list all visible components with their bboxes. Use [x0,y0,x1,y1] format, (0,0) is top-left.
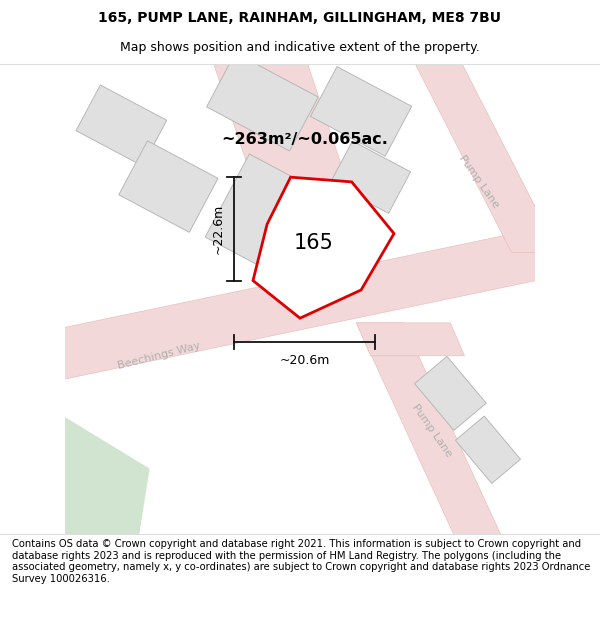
Polygon shape [119,141,218,232]
Polygon shape [356,323,464,356]
Polygon shape [41,224,559,384]
Polygon shape [206,41,347,182]
Text: Pump Lane: Pump Lane [457,154,500,210]
Text: Map shows position and indicative extent of the property.: Map shows position and indicative extent… [120,41,480,54]
Polygon shape [403,41,559,253]
Text: Pump Lane: Pump Lane [410,402,454,459]
Text: 165: 165 [294,233,334,253]
Polygon shape [206,53,318,151]
Polygon shape [205,154,357,294]
Polygon shape [41,402,149,558]
Polygon shape [311,67,412,156]
Polygon shape [331,141,410,213]
Polygon shape [76,85,167,166]
Polygon shape [455,416,521,484]
Text: Contains OS data © Crown copyright and database right 2021. This information is : Contains OS data © Crown copyright and d… [12,539,590,584]
Polygon shape [253,177,394,318]
Polygon shape [415,356,486,431]
Text: 165, PUMP LANE, RAINHAM, GILLINGHAM, ME8 7BU: 165, PUMP LANE, RAINHAM, GILLINGHAM, ME8… [98,11,502,25]
Text: ~22.6m: ~22.6m [212,204,225,254]
Text: Beechings Way: Beechings Way [116,341,202,371]
Polygon shape [356,323,511,558]
Text: ~20.6m: ~20.6m [280,354,330,367]
Text: ~263m²/~0.065ac.: ~263m²/~0.065ac. [221,132,388,147]
